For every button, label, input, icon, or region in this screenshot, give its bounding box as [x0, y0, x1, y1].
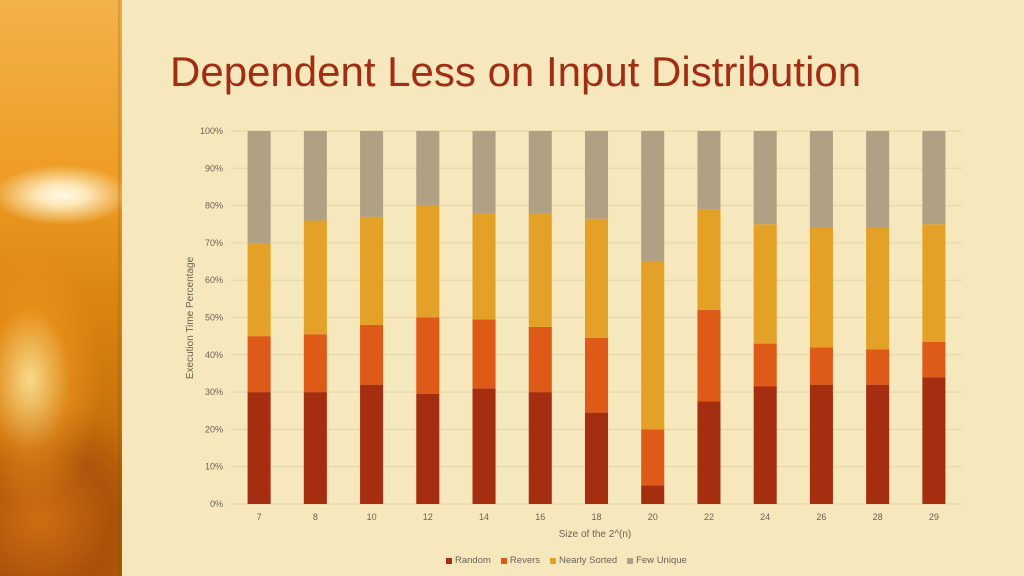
- bar-segment: [303, 131, 327, 221]
- bar-segment: [360, 384, 384, 504]
- bar-segment: [697, 131, 721, 210]
- bar-segment: [922, 341, 946, 378]
- bar-segment: [416, 205, 440, 318]
- legend-swatch: [550, 557, 557, 564]
- legend-item: Random: [446, 555, 491, 566]
- bar-segment: [360, 131, 384, 217]
- y-tick-label: 10%: [205, 462, 223, 472]
- slide-title: Dependent Less on Input Distribution: [170, 48, 862, 95]
- bar-segment: [247, 131, 271, 243]
- x-tick-label: 18: [591, 512, 601, 522]
- bar-segment: [809, 384, 833, 504]
- bar-segment: [809, 227, 833, 348]
- bar-segment: [528, 392, 552, 504]
- bar-segment: [303, 392, 327, 504]
- legend-swatch: [627, 557, 634, 564]
- legend-item: Few Unique: [627, 555, 687, 566]
- y-tick-label: 30%: [205, 387, 223, 397]
- bar-segment: [360, 216, 384, 325]
- bar-segment: [641, 131, 665, 262]
- photo-edge: [118, 0, 122, 576]
- bar-segment: [697, 401, 721, 504]
- bar-segment: [641, 429, 665, 486]
- x-tick-label: 7: [257, 512, 262, 522]
- lightbulb-photo: [0, 0, 122, 576]
- legend-label: Nearly Sorted: [559, 555, 618, 566]
- bar-segment: [697, 209, 721, 311]
- bar-segment: [584, 412, 609, 504]
- bar-segment: [922, 131, 946, 225]
- bar-segment: [528, 131, 552, 214]
- bar-segment: [303, 220, 327, 335]
- x-tick-label: 12: [423, 512, 433, 522]
- x-tick-label: 10: [367, 512, 377, 522]
- legend-label: Random: [455, 555, 491, 566]
- bar-segment: [753, 131, 777, 225]
- legend-swatch: [446, 557, 452, 564]
- bar-segment: [416, 393, 440, 504]
- bar-segment: [247, 392, 271, 504]
- bar-segment: [697, 310, 721, 402]
- bar-segment: [922, 377, 946, 504]
- bar-segment: [303, 334, 327, 393]
- y-tick-label: 80%: [205, 201, 223, 211]
- y-tick-label: 100%: [200, 126, 223, 136]
- bar-segment: [641, 485, 665, 504]
- bar-segment: [753, 224, 777, 344]
- bar-segment: [753, 386, 777, 504]
- bar-segment: [360, 324, 384, 385]
- x-tick-label: 29: [929, 512, 939, 522]
- bar-segment: [247, 242, 271, 337]
- bar-segment: [247, 336, 271, 393]
- chart-legend: Random Revers Nearly Sorted Few Unique: [446, 555, 687, 566]
- y-axis-ticks: 0% 10% 20% 30% 40% 50% 60% 70% 80% 90% 100%: [200, 126, 223, 509]
- bar-segment: [584, 218, 609, 339]
- bar-segment: [416, 131, 440, 206]
- x-tick-label: 24: [760, 512, 770, 522]
- y-tick-label: 70%: [205, 238, 223, 248]
- bar-segment: [584, 338, 609, 413]
- x-tick-label: 28: [873, 512, 883, 522]
- y-tick-label: 90%: [205, 163, 223, 173]
- x-tick-label: 22: [704, 512, 714, 522]
- y-tick-label: 40%: [205, 350, 223, 360]
- bar-segment: [641, 261, 665, 430]
- bar-segment: [528, 213, 552, 327]
- bar-segment: [922, 224, 946, 342]
- bar-segment: [528, 326, 552, 393]
- bar-segment: [809, 347, 833, 385]
- bar-segment: [866, 227, 890, 350]
- bars: [247, 131, 946, 504]
- legend-swatch: [500, 557, 507, 564]
- bar-segment: [753, 343, 777, 387]
- bar-segment: [472, 131, 496, 214]
- legend-label: Revers: [509, 555, 541, 566]
- bar-segment: [472, 388, 496, 504]
- legend-label: Few Unique: [636, 555, 687, 566]
- legend-item: Revers: [500, 555, 541, 566]
- x-axis-ticks: 7 8 10 12 14 16 18 20 22 24 26 28 29: [257, 512, 939, 522]
- y-tick-label: 20%: [205, 424, 223, 434]
- x-tick-label: 20: [648, 512, 658, 522]
- bar-segment: [866, 131, 890, 228]
- legend-item: Nearly Sorted: [550, 555, 617, 566]
- bar-segment: [866, 384, 890, 504]
- bar-segment: [866, 349, 890, 385]
- bar-segment: [584, 131, 609, 219]
- y-tick-label: 0%: [210, 499, 223, 509]
- x-tick-label: 16: [535, 512, 545, 522]
- y-tick-label: 50%: [205, 313, 223, 323]
- x-tick-label: 8: [313, 512, 318, 522]
- y-axis-title: Execution Time Percentage: [185, 256, 196, 379]
- x-axis-title: Size of the 2^(n): [559, 529, 632, 540]
- x-tick-label: 26: [816, 512, 826, 522]
- bar-segment: [472, 319, 496, 389]
- x-tick-label: 14: [479, 512, 489, 522]
- bar-segment: [472, 213, 496, 320]
- y-tick-label: 60%: [205, 275, 223, 285]
- bar-segment: [416, 317, 440, 394]
- bar-segment: [809, 131, 833, 228]
